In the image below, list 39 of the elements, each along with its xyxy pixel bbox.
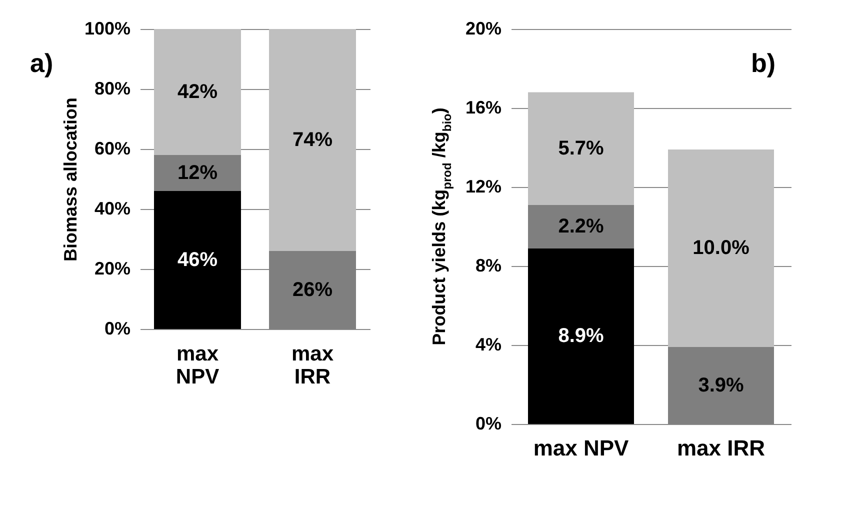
y-tick-label: 40% <box>94 198 130 218</box>
data-label: 2.2% <box>558 216 604 238</box>
x-tick-label: max IRR <box>676 436 766 460</box>
y-tick-label: 0% <box>475 414 502 434</box>
data-label: 12% <box>177 162 218 184</box>
bar <box>668 149 774 347</box>
data-label: 26% <box>292 279 333 301</box>
bar <box>528 92 634 205</box>
y-tick-label: 80% <box>94 78 130 98</box>
y-tick-label: 0% <box>104 318 130 338</box>
bar <box>154 191 241 329</box>
y-tick-label: 20% <box>465 18 502 38</box>
data-label: 8.9% <box>558 325 604 348</box>
x-tick-label: max IRR <box>291 342 334 388</box>
data-label: 42% <box>177 81 218 103</box>
y-tick-label: 4% <box>475 334 502 354</box>
bar <box>668 346 774 424</box>
bar <box>154 29 241 155</box>
annotation: b) <box>751 48 776 78</box>
bar <box>528 204 634 248</box>
y-tick-label: 16% <box>465 98 502 118</box>
y-axis-title: Biomass allocation <box>60 97 80 262</box>
data-label: 10.0% <box>692 237 750 260</box>
y-tick-label: 8% <box>475 256 502 276</box>
data-label: 5.7% <box>558 137 604 160</box>
y-tick-label: 20% <box>94 258 130 278</box>
data-label: 74% <box>292 129 333 151</box>
bar <box>528 248 634 424</box>
text: a) <box>30 48 54 78</box>
bar <box>269 29 356 251</box>
x-tick-label: max NPV <box>176 342 220 388</box>
y-tick-label: 100% <box>84 18 130 38</box>
x-tick-label: max NPV <box>533 436 630 460</box>
y-tick-label: 12% <box>465 176 502 196</box>
y-axis-title: Product yields (kgprod /kgbio) <box>429 108 454 346</box>
y-tick-label: 60% <box>94 138 130 158</box>
data-label: 3.9% <box>698 374 744 396</box>
data-label: 46% <box>177 249 218 271</box>
bar <box>154 155 241 191</box>
